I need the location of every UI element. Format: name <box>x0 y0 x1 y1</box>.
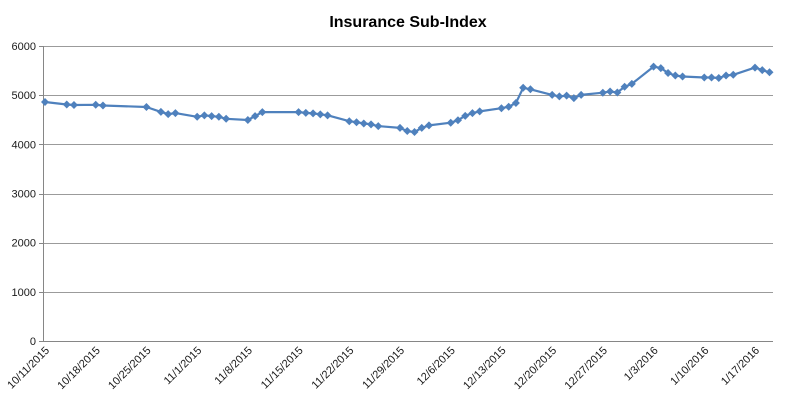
data-point-marker <box>367 120 376 129</box>
data-point-marker <box>577 90 586 99</box>
data-point-marker <box>352 118 361 127</box>
data-point-marker <box>627 79 636 88</box>
data-point-marker <box>214 112 223 121</box>
data-point-marker <box>678 72 687 81</box>
data-point-marker <box>548 90 557 99</box>
data-point-marker <box>294 108 303 117</box>
x-axis-tick-label: 10/25/2015 <box>106 345 153 392</box>
data-point-marker <box>714 73 723 82</box>
data-point-marker <box>620 82 629 91</box>
y-axis-tick-label: 4000 <box>12 139 36 151</box>
x-axis-tick-label: 11/1/2015 <box>162 345 205 388</box>
data-point-marker <box>598 88 607 97</box>
data-point-marker <box>555 92 564 101</box>
data-point-marker <box>526 85 535 94</box>
data-point-marker <box>504 102 513 111</box>
data-point-marker <box>453 116 462 125</box>
data-point-marker <box>613 88 622 97</box>
data-point-marker <box>700 73 709 82</box>
x-axis-tick-label: 11/15/2015 <box>259 345 306 392</box>
series-line <box>43 65 771 134</box>
data-point-marker <box>69 101 78 109</box>
data-point-marker <box>62 100 71 109</box>
data-point-marker <box>316 110 325 119</box>
x-axis-tick-label: 12/13/2015 <box>461 345 508 392</box>
data-point-marker <box>91 100 100 109</box>
data-point-marker <box>403 127 412 136</box>
data-point-marker <box>301 108 310 117</box>
x-axis-tick-label: 1/10/2016 <box>668 345 711 388</box>
y-axis-tick-label: 3000 <box>12 189 36 201</box>
data-point-marker <box>98 101 107 110</box>
y-axis-tick-label: 2000 <box>12 238 36 250</box>
data-point-marker <box>41 98 49 107</box>
data-point-marker <box>751 63 760 72</box>
data-point-marker <box>461 111 470 120</box>
data-point-marker <box>345 117 354 126</box>
data-point-marker <box>497 104 506 113</box>
data-point-marker <box>258 108 267 117</box>
x-axis-tick-label: 12/6/2015 <box>415 345 458 388</box>
data-point-marker <box>200 111 209 120</box>
x-axis-tick-label: 11/8/2015 <box>212 345 255 388</box>
data-point-marker <box>649 62 658 71</box>
data-point-marker <box>446 118 455 127</box>
data-point-marker <box>142 102 151 111</box>
x-axis-tick-label: 10/18/2015 <box>55 345 102 392</box>
y-axis-tick-label: 1000 <box>12 287 36 299</box>
data-point-marker <box>164 110 173 119</box>
data-point-marker <box>323 111 332 120</box>
data-point-marker <box>410 128 419 137</box>
data-point-marker <box>243 115 252 124</box>
data-point-marker <box>758 66 767 75</box>
data-point-marker <box>569 94 578 103</box>
data-point-marker <box>707 73 716 82</box>
data-point-marker <box>156 107 165 116</box>
data-point-marker <box>475 107 484 116</box>
data-point-marker <box>765 68 774 77</box>
x-axis-tick-label: 11/22/2015 <box>310 345 357 392</box>
x-axis-tick-label: 12/20/2015 <box>512 345 559 392</box>
data-point-marker <box>468 109 477 118</box>
data-point-marker <box>671 71 680 80</box>
data-point-marker <box>664 69 673 78</box>
data-point-marker <box>519 83 528 92</box>
data-point-marker <box>729 70 738 79</box>
x-axis-tick-label: 10/11/2015 <box>5 345 52 392</box>
data-point-marker <box>606 87 615 96</box>
data-point-marker <box>309 109 318 118</box>
x-axis-tick-label: 1/17/2016 <box>719 345 762 388</box>
data-point-marker <box>562 91 571 100</box>
data-point-marker <box>193 112 202 121</box>
data-point-marker <box>511 99 520 108</box>
data-point-marker <box>374 122 383 131</box>
chart-title: Insurance Sub-Index <box>329 14 486 31</box>
x-axis-tick-label: 12/27/2015 <box>563 345 610 392</box>
data-point-marker <box>417 123 426 132</box>
data-point-marker <box>222 114 231 123</box>
data-point-marker <box>251 112 260 121</box>
data-point-marker <box>359 119 368 128</box>
data-point-marker <box>722 71 731 80</box>
y-axis-tick-label: 6000 <box>12 41 36 53</box>
y-axis-tick-label: 5000 <box>12 90 36 102</box>
y-axis-tick-label: 0 <box>30 336 36 348</box>
data-point-marker <box>656 64 665 73</box>
x-axis-tick-label: 1/3/2016 <box>622 345 661 384</box>
x-axis-tick-label: 11/29/2015 <box>360 345 407 392</box>
data-point-marker <box>396 123 405 132</box>
data-point-marker <box>207 112 216 121</box>
data-point-marker <box>424 121 433 130</box>
data-point-marker <box>171 109 180 118</box>
